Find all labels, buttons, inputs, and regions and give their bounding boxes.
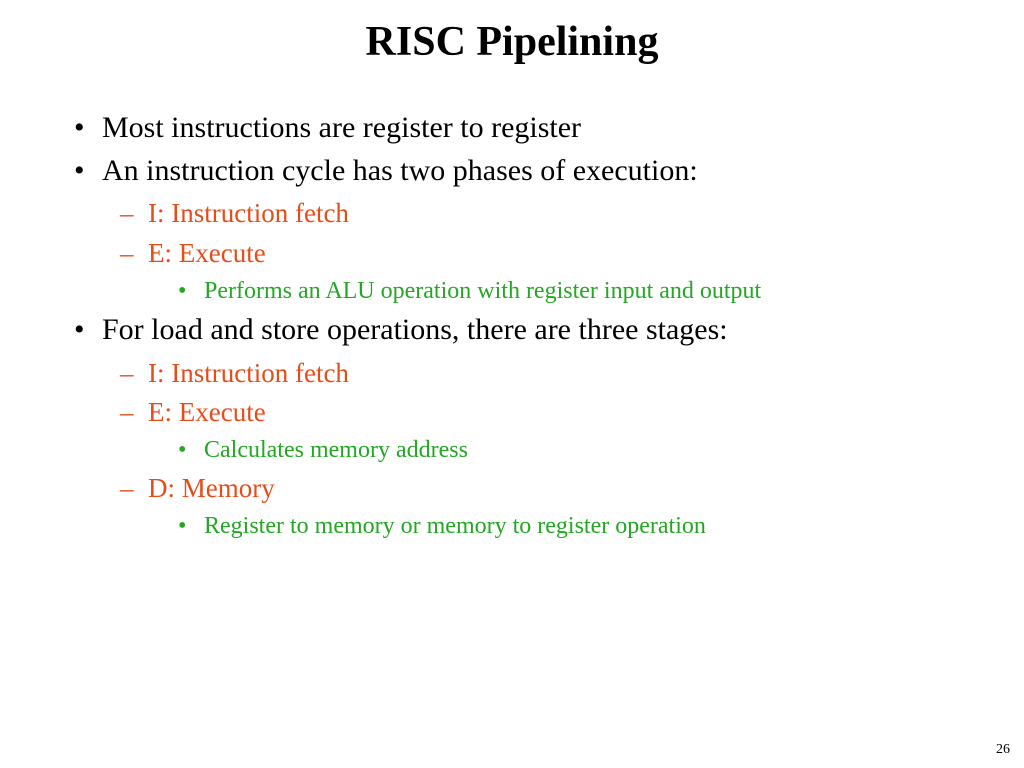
- list-item: Most instructions are register to regist…: [68, 108, 984, 149]
- list-item: E: Execute Performs an ALU operation wit…: [102, 235, 984, 308]
- bullet-list-lvl3: Register to memory or memory to register…: [148, 510, 984, 544]
- list-item: For load and store operations, there are…: [68, 310, 984, 543]
- bullet-text: An instruction cycle has two phases of e…: [102, 154, 698, 187]
- bullet-list-lvl2: I: Instruction fetch E: Execute Performs…: [102, 195, 984, 308]
- bullet-list-lvl3: Calculates memory address: [148, 434, 984, 468]
- bullet-text: I: Instruction fetch: [148, 358, 349, 388]
- bullet-text: Calculates memory address: [204, 437, 468, 463]
- bullet-text: E: Execute: [148, 397, 266, 427]
- bullet-list-lvl3: Performs an ALU operation with register …: [148, 275, 984, 309]
- bullet-text: D: Memory: [148, 473, 275, 503]
- list-item: D: Memory Register to memory or memory t…: [102, 470, 984, 543]
- bullet-text: E: Execute: [148, 238, 266, 268]
- list-item: Calculates memory address: [148, 434, 984, 468]
- bullet-list-lvl2: I: Instruction fetch E: Execute Calculat…: [102, 355, 984, 544]
- bullet-text: Most instructions are register to regist…: [102, 111, 581, 144]
- bullet-text: I: Instruction fetch: [148, 198, 349, 228]
- list-item: Register to memory or memory to register…: [148, 510, 984, 544]
- list-item: E: Execute Calculates memory address: [102, 394, 984, 467]
- page-number: 26: [996, 742, 1010, 758]
- list-item: I: Instruction fetch: [102, 355, 984, 393]
- bullet-list-lvl1: Most instructions are register to regist…: [68, 108, 984, 543]
- bullet-text: Performs an ALU operation with register …: [204, 278, 761, 304]
- list-item: Performs an ALU operation with register …: [148, 275, 984, 309]
- slide-content: Most instructions are register to regist…: [40, 108, 984, 543]
- bullet-text: Register to memory or memory to register…: [204, 513, 706, 539]
- slide-title: RISC Pipelining: [40, 18, 984, 66]
- list-item: I: Instruction fetch: [102, 195, 984, 233]
- bullet-text: For load and store operations, there are…: [102, 313, 728, 346]
- slide: RISC Pipelining Most instructions are re…: [0, 0, 1024, 768]
- list-item: An instruction cycle has two phases of e…: [68, 151, 984, 309]
